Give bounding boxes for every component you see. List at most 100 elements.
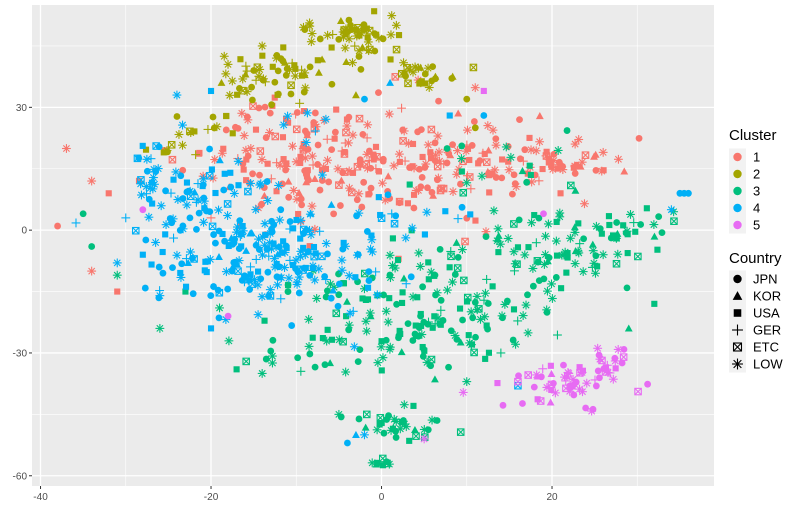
data-point-cluster-3: [567, 181, 575, 190]
data-point-cluster-1: [325, 178, 333, 186]
data-point-cluster-2: [237, 56, 244, 63]
legend-country-title: Country: [729, 250, 782, 267]
data-point-cluster-4: [182, 283, 190, 290]
legend-country-label: LOW: [753, 357, 783, 372]
data-point-cluster-3: [384, 459, 394, 469]
data-point-cluster-1: [280, 156, 287, 163]
data-point-cluster-1: [114, 288, 121, 295]
data-point-cluster-3: [459, 188, 468, 197]
data-point-cluster-4: [144, 212, 154, 222]
data-point-cluster-2: [350, 41, 360, 51]
data-point-cluster-5: [419, 434, 429, 444]
data-point-cluster-3: [355, 415, 363, 423]
legend-country-label: ETC: [753, 340, 779, 355]
data-point-cluster-5: [540, 210, 547, 218]
data-point-cluster-4: [297, 235, 304, 242]
data-point-cluster-2: [352, 91, 360, 99]
data-point-cluster-1: [337, 146, 347, 156]
data-point-cluster-3: [418, 322, 425, 329]
data-point-cluster-3: [446, 247, 456, 256]
data-point-cluster-3: [466, 307, 476, 317]
data-point-cluster-2: [282, 71, 290, 79]
data-point-cluster-3: [446, 264, 453, 271]
data-point-cluster-3: [443, 145, 451, 152]
data-point-cluster-4: [215, 288, 224, 297]
data-point-cluster-1: [470, 83, 480, 93]
data-point-cluster-3: [591, 268, 600, 278]
data-point-cluster-3: [365, 308, 375, 318]
data-point-cluster-3: [182, 288, 189, 295]
data-point-cluster-4: [366, 244, 376, 254]
plot-panel: [32, 5, 714, 486]
data-point-cluster-4: [265, 285, 275, 295]
data-point-cluster-3: [431, 313, 438, 320]
data-point-cluster-2: [328, 80, 336, 88]
data-point-cluster-3: [362, 326, 372, 336]
data-point-cluster-4: [257, 275, 265, 283]
data-point-cluster-1: [466, 184, 476, 194]
data-point-cluster-3: [483, 322, 490, 329]
data-point-cluster-4: [352, 274, 359, 281]
data-point-cluster-4: [190, 255, 198, 263]
legend-cluster-items: 1 2 3 4 5: [729, 148, 760, 234]
data-point-cluster-1: [265, 128, 274, 137]
data-point-cluster-1: [340, 138, 350, 148]
data-point-cluster-3: [389, 235, 396, 242]
data-point-cluster-1: [453, 146, 462, 156]
data-point-cluster-3: [233, 366, 240, 373]
data-point-cluster-3: [378, 338, 385, 345]
data-point-cluster-4: [148, 179, 156, 186]
data-point-cluster-2: [223, 59, 233, 69]
data-point-cluster-1: [570, 164, 577, 171]
data-point-cluster-3: [540, 275, 548, 283]
data-point-cluster-1: [307, 201, 317, 211]
data-point-cluster-2: [448, 74, 456, 82]
data-point-cluster-5: [549, 379, 557, 387]
data-point-cluster-4: [210, 283, 217, 290]
data-point-cluster-3: [489, 283, 496, 290]
data-point-cluster-3: [425, 276, 432, 283]
data-point-cluster-4: [337, 255, 347, 265]
data-point-cluster-1: [360, 178, 368, 186]
data-point-cluster-1: [557, 190, 564, 197]
data-point-cluster-5: [592, 382, 600, 390]
data-point-cluster-3: [224, 336, 234, 346]
data-point-cluster-1: [505, 158, 512, 165]
data-point-cluster-1: [367, 184, 375, 192]
data-point-cluster-2: [305, 18, 315, 28]
data-point-cluster-4: [201, 205, 208, 212]
data-point-cluster-1: [526, 134, 533, 141]
data-point-cluster-3: [392, 427, 400, 435]
data-point-cluster-3: [518, 311, 528, 320]
data-point-cluster-1: [105, 190, 112, 197]
data-point-cluster-3: [612, 259, 621, 268]
data-point-cluster-3: [267, 351, 277, 361]
data-point-cluster-2: [257, 41, 267, 51]
data-point-cluster-4: [253, 310, 263, 320]
data-point-cluster-4: [253, 280, 263, 290]
data-point-cluster-4: [227, 183, 235, 191]
data-point-cluster-3: [484, 300, 492, 307]
data-point-cluster-2: [374, 33, 384, 43]
data-point-cluster-1: [431, 157, 439, 164]
data-point-cluster-4: [206, 145, 213, 153]
data-point-cluster-1: [592, 166, 600, 174]
data-point-cluster-4: [251, 255, 261, 264]
data-point-cluster-2: [423, 63, 433, 73]
data-point-cluster-1: [499, 156, 506, 163]
data-point-cluster-2: [210, 124, 218, 132]
data-point-cluster-1: [509, 190, 516, 198]
data-point-cluster-3: [523, 328, 533, 338]
data-point-cluster-3: [563, 127, 571, 134]
data-point-cluster-4: [289, 261, 296, 269]
data-point-cluster-4: [254, 234, 263, 244]
data-point-cluster-1: [303, 131, 312, 139]
data-point-cluster-4: [139, 142, 146, 149]
data-point-cluster-4: [242, 246, 251, 254]
data-point-cluster-1: [293, 109, 301, 116]
data-point-cluster-1: [311, 109, 319, 117]
data-point-cluster-3: [540, 250, 550, 260]
data-point-cluster-3: [523, 178, 531, 186]
data-point-cluster-4: [244, 187, 252, 196]
data-point-cluster-4: [155, 143, 163, 151]
